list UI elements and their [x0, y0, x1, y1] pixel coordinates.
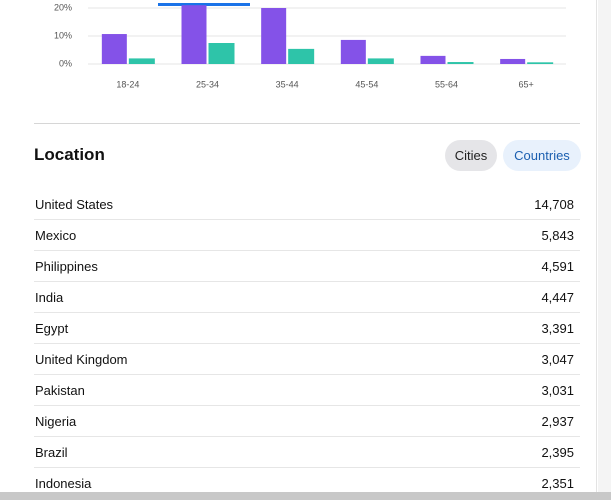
count: 5,843: [541, 227, 574, 243]
bar: [420, 55, 446, 64]
tab-indicator: [158, 3, 250, 6]
count: 2,395: [541, 444, 574, 460]
country: Brazil: [35, 444, 68, 460]
bottom-bar: [0, 492, 611, 500]
count: 14,708: [534, 196, 574, 212]
country: Philippines: [35, 258, 98, 274]
separator: [34, 123, 580, 124]
tab-button[interactable]: Cities: [445, 140, 497, 171]
x-tick-label: 35-44: [276, 79, 299, 89]
count: 2,351: [541, 475, 574, 491]
x-tick-label: 25-34: [196, 79, 219, 89]
card: 0% 10% 20% 18-24 25-34 35-44 45-54 55-64 65+ Loc…: [34, 0, 597, 492]
x-tick-label: 45-54: [355, 79, 378, 89]
location-row: India 4,447: [34, 282, 580, 313]
bar: [367, 58, 394, 64]
count: 4,447: [541, 289, 574, 305]
y-tick-label: 0%: [59, 58, 72, 68]
y-tick-label: 10%: [54, 30, 72, 40]
count: 3,391: [541, 320, 574, 336]
tab-button[interactable]: Countries: [503, 140, 581, 171]
location-row: United Kingdom 3,047: [34, 344, 580, 375]
bar: [101, 34, 127, 64]
location-row: Indonesia 2,351: [34, 468, 580, 492]
bar: [181, 5, 207, 64]
country: United Kingdom: [35, 351, 128, 367]
location-row: Egypt 3,391: [34, 313, 580, 344]
location-row: Nigeria 2,937: [34, 406, 580, 437]
y-tick-label: 20%: [54, 2, 72, 12]
location-list: United States 14,708 Mexico 5,843 Philippine…: [34, 189, 580, 492]
bar: [527, 62, 554, 64]
country: Egypt: [35, 320, 69, 336]
country: Mexico: [35, 227, 77, 243]
bar: [500, 58, 526, 64]
count: 2,937: [541, 413, 574, 429]
country: India: [35, 289, 64, 305]
country: United States: [35, 196, 114, 212]
location-row: Pakistan 3,031: [34, 375, 580, 406]
location-row: Brazil 2,395: [34, 437, 580, 468]
bar: [208, 43, 235, 64]
bar: [447, 62, 474, 64]
x-tick-label: 55-64: [435, 79, 458, 89]
bar: [340, 39, 366, 64]
chart: 0% 10% 20% 18-24 25-34 35-44 45-54 55-64 65+: [54, 2, 566, 89]
location-row: Philippines 4,591: [34, 251, 580, 282]
x-tick-label: 65+: [519, 79, 534, 89]
bar: [261, 8, 287, 64]
count: 3,047: [541, 351, 574, 367]
section-title: Location: [34, 145, 105, 164]
bar: [128, 58, 155, 64]
scrollbar[interactable]: [598, 0, 611, 492]
bar: [288, 48, 315, 64]
count: 3,031: [541, 382, 574, 398]
country: Nigeria: [35, 413, 77, 429]
country: Indonesia: [35, 475, 92, 491]
x-tick-label: 18-24: [116, 79, 139, 89]
country: Pakistan: [35, 382, 85, 398]
location-row: United States 14,708: [34, 189, 580, 220]
location-row: Mexico 5,843: [34, 220, 580, 251]
count: 4,591: [541, 258, 574, 274]
